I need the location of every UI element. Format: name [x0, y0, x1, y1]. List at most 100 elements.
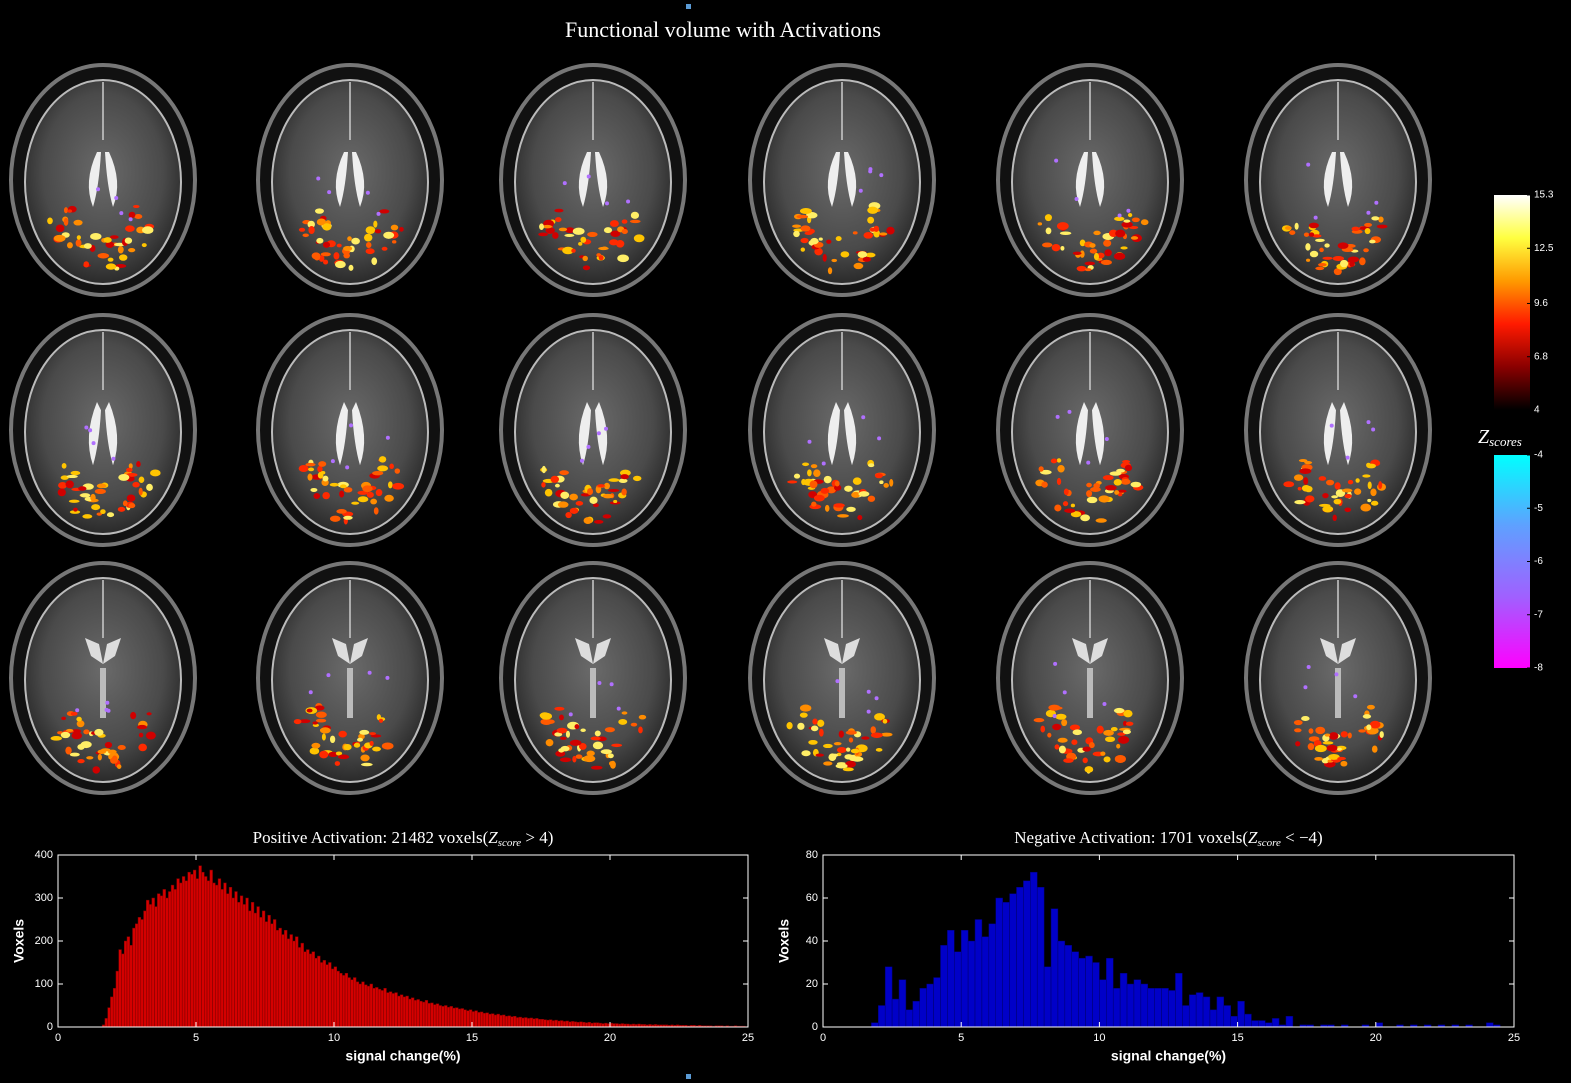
bar: [620, 1023, 625, 1028]
activation: [348, 264, 354, 271]
activation: [336, 508, 347, 514]
activation: [889, 478, 894, 487]
bar: [284, 930, 288, 1028]
colorbar-tick-label: 15.3: [1534, 190, 1554, 201]
activation: [545, 227, 555, 234]
activation: [632, 475, 642, 482]
activation: [321, 733, 326, 741]
activation: [539, 223, 544, 230]
bar: [587, 1022, 591, 1028]
activation: [1344, 493, 1352, 499]
activation: [1301, 484, 1311, 492]
activation: [334, 260, 346, 269]
bar: [460, 1008, 464, 1028]
bar: [342, 975, 346, 1028]
bar: [1085, 955, 1093, 1028]
activation: [334, 761, 341, 766]
activation: [607, 753, 614, 759]
activation: [565, 511, 572, 519]
activation: [1308, 232, 1315, 237]
activation: [1326, 479, 1335, 486]
bar: [1133, 979, 1142, 1028]
activation: [106, 512, 115, 518]
activation: [1128, 225, 1139, 230]
activation: [385, 435, 390, 440]
activation: [327, 190, 332, 195]
bar: [328, 962, 332, 1028]
bar: [168, 891, 172, 1028]
activation: [1329, 423, 1334, 428]
bar: [242, 904, 246, 1028]
colorbar: [1494, 195, 1530, 410]
bar: [554, 1019, 558, 1028]
activation: [367, 670, 372, 675]
activation: [833, 742, 842, 746]
x-axis-label: signal change(%): [345, 1048, 460, 1064]
bar: [408, 998, 412, 1028]
x-tick-label: 10: [328, 1032, 340, 1044]
bar: [988, 923, 997, 1028]
activation: [100, 509, 106, 515]
x-tick-label: 10: [1093, 1032, 1105, 1044]
bar: [253, 912, 257, 1028]
brain: [1259, 329, 1417, 535]
activation: [306, 708, 313, 713]
activation: [802, 462, 810, 467]
activation: [1126, 208, 1131, 213]
activation: [575, 754, 583, 759]
bar: [364, 984, 368, 1028]
activation: [578, 742, 587, 750]
chart-title: Negative Activation: 1701 voxels(Zscore …: [1014, 828, 1322, 849]
activation: [391, 240, 397, 244]
activation: [347, 236, 352, 242]
ventricle: [100, 668, 106, 718]
activation: [343, 246, 353, 252]
activation: [107, 257, 114, 262]
activation: [381, 246, 388, 251]
activation: [545, 739, 554, 747]
activation: [1340, 760, 1348, 767]
activation: [1308, 728, 1314, 734]
ventricle: [595, 402, 608, 466]
activation: [75, 708, 80, 713]
bar: [388, 991, 393, 1028]
chart-title-part: < −4): [1281, 828, 1323, 847]
activation: [1326, 744, 1338, 752]
activation: [602, 514, 612, 519]
activation: [1322, 505, 1334, 513]
activation: [560, 491, 570, 499]
activation: [1105, 485, 1117, 491]
activation: [337, 754, 350, 760]
activation: [870, 726, 876, 734]
activation: [633, 234, 645, 243]
activation: [1334, 482, 1341, 490]
activation: [122, 500, 128, 507]
activation: [399, 226, 404, 232]
activation: [823, 743, 833, 749]
colorbar-tick-label: 9.6: [1534, 298, 1548, 309]
activation: [1082, 746, 1092, 752]
activation: [867, 495, 876, 502]
activation: [63, 217, 69, 226]
bar: [234, 891, 238, 1028]
bar: [1285, 1016, 1294, 1028]
activation: [66, 242, 73, 249]
activation: [319, 727, 331, 734]
activation: [1117, 492, 1123, 497]
activation: [1120, 478, 1131, 485]
bar: [1023, 880, 1031, 1028]
activation: [835, 679, 840, 684]
y-tick-label: 100: [35, 978, 53, 990]
activation: [611, 743, 623, 748]
bar: [187, 871, 191, 1028]
activation: [810, 725, 819, 732]
bar: [521, 1017, 525, 1028]
bar: [480, 1011, 484, 1028]
bar: [535, 1018, 539, 1028]
activation: [580, 728, 586, 733]
bar: [292, 940, 296, 1028]
activation: [1118, 736, 1130, 744]
activation: [801, 750, 811, 757]
activation: [370, 734, 382, 738]
bar: [204, 876, 208, 1028]
